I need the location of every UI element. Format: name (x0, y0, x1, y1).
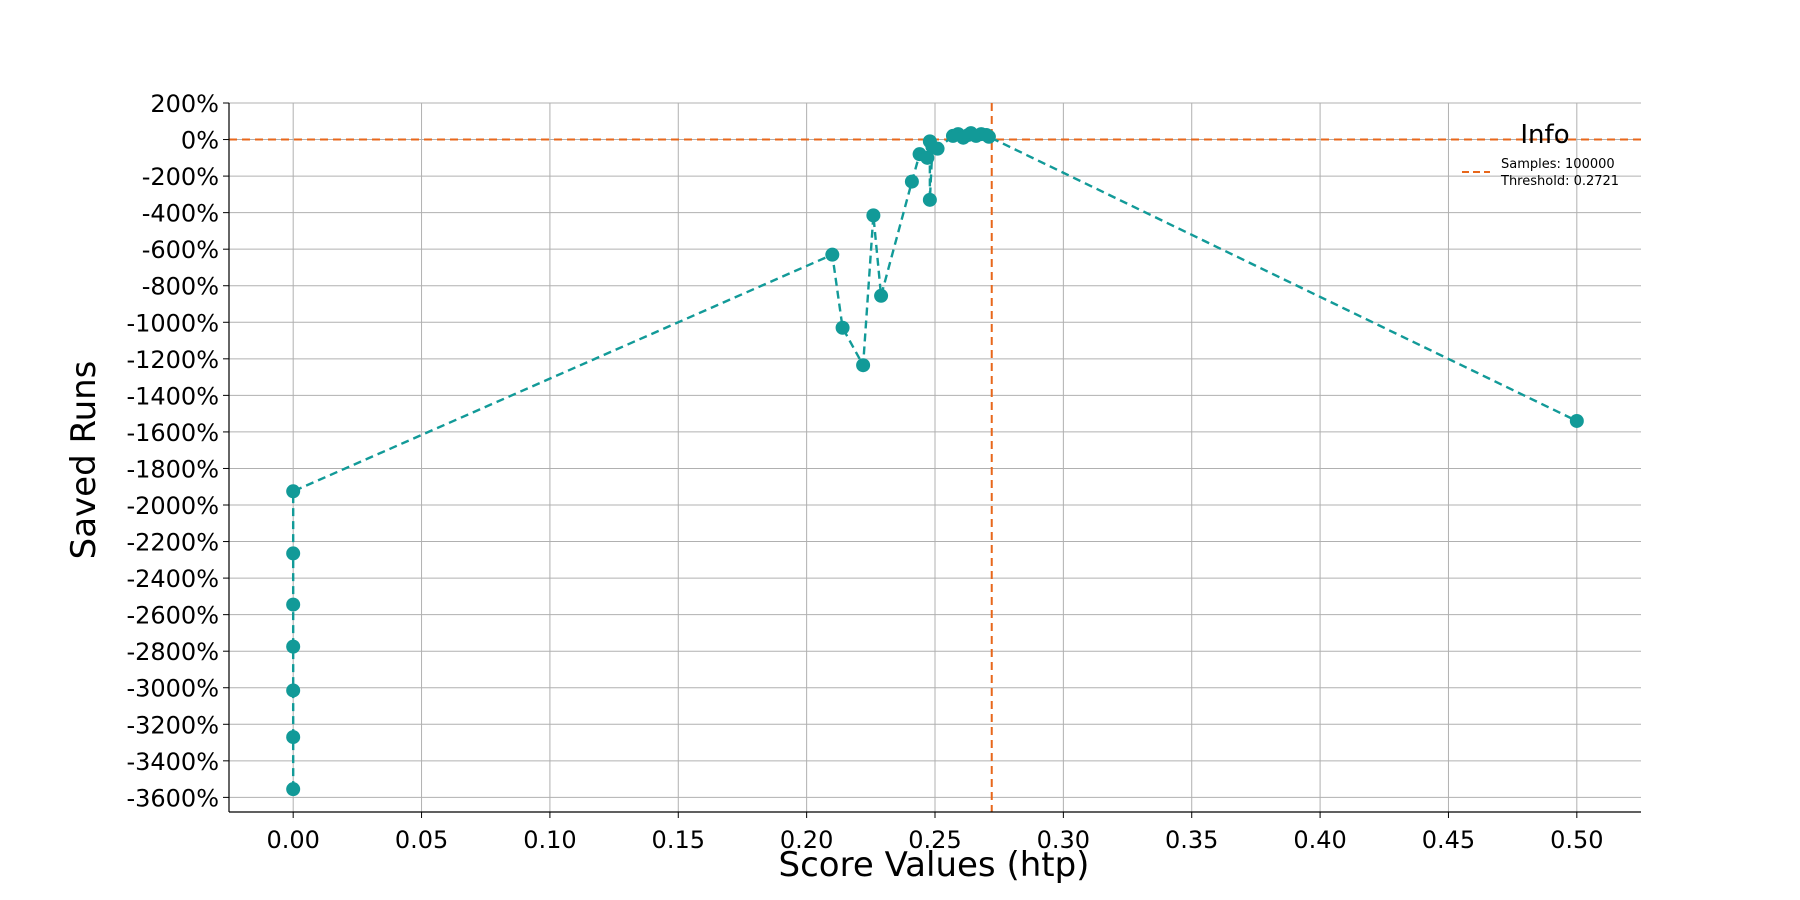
data-point (856, 358, 871, 373)
y-tick-label: -1800% (126, 455, 219, 483)
x-axis-label: Score Values (htp) (779, 845, 1090, 885)
x-tick-label: 0.50 (1550, 826, 1603, 854)
x-tick-label: 0.30 (1037, 826, 1090, 854)
data-point (930, 141, 945, 156)
x-tick-label: 0.40 (1293, 826, 1346, 854)
x-tick-label: 0.25 (908, 826, 961, 854)
y-tick-label: -3000% (126, 675, 219, 703)
data-point (286, 639, 301, 654)
data-point (286, 484, 301, 499)
data-point (286, 782, 301, 797)
y-tick-label: -800% (142, 273, 219, 301)
data-point (286, 730, 301, 745)
y-tick-label: -3600% (126, 784, 219, 812)
x-tick-label: 0.20 (780, 826, 833, 854)
data-point (920, 150, 935, 165)
x-tick-label: 0.05 (395, 826, 448, 854)
data-point (1569, 413, 1584, 428)
data-point (286, 546, 301, 561)
data-point (904, 174, 919, 189)
y-axis-label: Saved Runs (64, 361, 104, 560)
legend-entry-samples: Samples: 100000 (1501, 157, 1615, 172)
y-ticks: 200% 0% -200% -400% -600% -800% -1000% -1200% -1… (126, 90, 229, 812)
y-tick-label: -600% (142, 236, 219, 264)
data-point (922, 192, 937, 207)
y-tick-label: -1400% (126, 382, 219, 410)
y-tick-label: -3200% (126, 711, 219, 739)
y-tick-label: -2000% (126, 492, 219, 520)
legend-title: Info (1520, 120, 1569, 150)
y-tick-label: -400% (142, 200, 219, 228)
data-point (874, 288, 889, 303)
data-point (835, 320, 850, 335)
y-tick-label: -200% (142, 163, 219, 191)
data-point (866, 208, 881, 223)
y-tick-label: 200% (150, 90, 219, 118)
x-ticks: 0.00 0.05 0.10 0.15 0.20 0.25 0.30 0.35 0.40 0.45… (266, 812, 1604, 854)
series (286, 126, 1584, 797)
x-tick-label: 0.45 (1422, 826, 1475, 854)
y-tick-label: -1000% (126, 309, 219, 337)
y-tick-label: -1600% (126, 419, 219, 447)
legend-entry-threshold: Threshold: 0.2721 (1500, 174, 1619, 189)
x-tick-label: 0.35 (1165, 826, 1218, 854)
y-tick-label: 0% (181, 127, 219, 155)
x-tick-label: 0.00 (266, 826, 319, 854)
y-tick-label: -2400% (126, 565, 219, 593)
y-tick-label: -3400% (126, 748, 219, 776)
y-tick-label: -1200% (126, 346, 219, 374)
data-point (825, 247, 840, 262)
data-point (286, 597, 301, 612)
grid (229, 102, 1641, 812)
x-tick-label: 0.10 (523, 826, 576, 854)
x-tick-label: 0.15 (652, 826, 705, 854)
y-tick-label: -2800% (126, 638, 219, 666)
y-tick-label: -2600% (126, 602, 219, 630)
data-point (286, 683, 301, 698)
y-tick-label: -2200% (126, 529, 219, 557)
data-point (981, 129, 996, 144)
legend: Info Samples: 100000 Threshold: 0.2721 (1462, 120, 1619, 189)
